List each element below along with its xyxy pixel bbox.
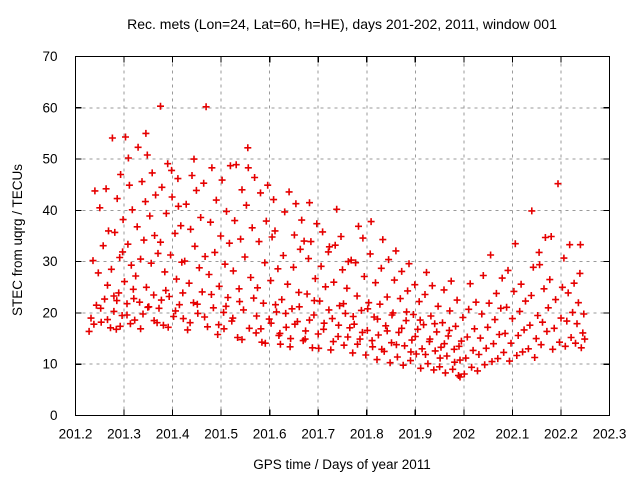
y-tick-labels: 0 10 20 30 40 50 60 70 bbox=[42, 49, 57, 423]
y-axis-label: STEC from uqrg / TECUs bbox=[10, 164, 25, 316]
scatter-series-stec bbox=[85, 102, 589, 381]
y-tick-label: 70 bbox=[42, 49, 57, 64]
y-tick-label: 50 bbox=[42, 152, 57, 167]
x-tick-label: 201.7 bbox=[301, 427, 335, 442]
data-points bbox=[85, 102, 589, 381]
plot-border bbox=[74, 55, 611, 417]
x-tick-label: 202.3 bbox=[593, 427, 627, 442]
x-tick-label: 201.2 bbox=[59, 427, 93, 442]
x-tick-label: 202.2 bbox=[544, 427, 578, 442]
x-tick-label: 201.8 bbox=[350, 427, 384, 442]
x-tick-labels: 201.2 201.3 201.4 201.5 201.6 201.7 201.8 201.9… bbox=[59, 427, 627, 442]
y-tick-label: 40 bbox=[42, 203, 57, 218]
x-tick-label: 202.1 bbox=[496, 427, 530, 442]
y-tick-label: 20 bbox=[42, 305, 57, 320]
x-tick-label: 201.4 bbox=[156, 427, 190, 442]
y-tick-label: 30 bbox=[42, 254, 57, 269]
y-tick-label: 10 bbox=[42, 357, 57, 372]
y-tick-label: 60 bbox=[42, 100, 57, 115]
x-tick-label: 202 bbox=[453, 427, 476, 442]
x-tick-label: 201.5 bbox=[204, 427, 238, 442]
y-tick-label: 0 bbox=[50, 408, 58, 423]
chart-title: Rec. mets (Lon=24, Lat=60, h=HE), days 2… bbox=[127, 16, 557, 32]
x-tick-label: 201.9 bbox=[398, 427, 432, 442]
x-tick-label: 201.6 bbox=[253, 427, 287, 442]
x-axis-label: GPS time / Days of year 2011 bbox=[253, 457, 431, 472]
x-tick-label: 201.3 bbox=[107, 427, 141, 442]
